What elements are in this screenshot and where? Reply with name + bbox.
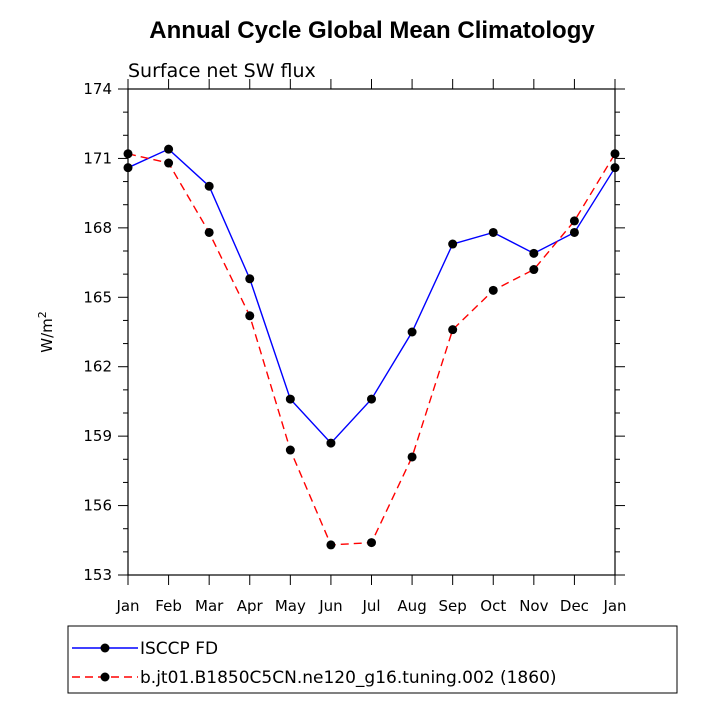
x-tick-label: Mar — [195, 597, 224, 615]
x-tick-label: Dec — [560, 597, 589, 615]
series-1-point — [204, 181, 214, 191]
chart-subtitle: Surface net SW flux — [128, 60, 316, 82]
series-2-point — [326, 540, 336, 550]
series-1-point — [326, 438, 336, 448]
y-axis-label: W/m2 — [36, 311, 56, 353]
y-tick-label: 174 — [83, 80, 112, 98]
x-tick-label: Jun — [318, 597, 342, 615]
series-2-point — [367, 538, 376, 548]
series-2-point — [407, 452, 417, 462]
series-2-point — [569, 216, 579, 226]
series-1-point — [123, 163, 133, 173]
series-1-point — [407, 327, 417, 337]
chart-title: Annual Cycle Global Mean Climatology — [149, 17, 595, 44]
y-tick-label: 168 — [83, 219, 112, 237]
y-tick-label: 159 — [83, 427, 112, 445]
series-2-point — [164, 158, 174, 168]
series-2-point — [245, 311, 255, 321]
series-2-point — [204, 227, 214, 237]
x-tick-label: Feb — [155, 597, 182, 615]
series-2-point — [529, 265, 539, 275]
plot-area: 153 156 159 162 165 168 171 174 Jan Feb Mar Apr May J… — [83, 79, 627, 615]
y-tick-label: 153 — [83, 566, 112, 584]
y-tick-label: 171 — [83, 149, 112, 167]
series-1-point — [367, 394, 376, 404]
series-1-point — [245, 274, 255, 284]
legend: ISCCP FD b.jt01.B1850C5CN.ne120_g16.tunin… — [67, 625, 678, 694]
series-2-point — [123, 149, 133, 159]
series-1-point — [285, 394, 295, 404]
legend-label-1: ISCCP FD — [140, 639, 218, 659]
x-tick-label: Apr — [237, 597, 264, 615]
legend-label-2: b.jt01.B1850C5CN.ne120_g16.tuning.002 (1… — [140, 668, 557, 688]
legend-marker-2 — [100, 672, 110, 682]
legend-marker-1 — [100, 643, 110, 653]
series-1-point — [529, 248, 539, 258]
series-2-point — [488, 285, 498, 295]
legend-box — [67, 625, 678, 694]
plot-frame — [127, 88, 616, 576]
y-tick-label: 162 — [83, 358, 112, 376]
x-tick-label: Nov — [519, 597, 548, 615]
y-tick-label: 165 — [83, 288, 112, 306]
series-2-point — [448, 325, 458, 335]
series-1-point — [448, 239, 458, 249]
y-tick-label: 156 — [83, 497, 112, 515]
series-2-point — [610, 149, 620, 159]
x-tick-label: Jul — [361, 597, 380, 615]
y-axis-label-text: W/m — [38, 318, 56, 353]
x-tick-label: Oct — [480, 597, 506, 615]
series-1-point — [488, 227, 498, 237]
x-tick-label: Aug — [397, 597, 426, 615]
series-1-point — [164, 144, 174, 154]
series-line-2 — [127, 153, 616, 546]
y-axis-label-superscript: 2 — [36, 311, 49, 318]
series-2-point — [285, 445, 295, 455]
x-tick-label: Sep — [439, 597, 467, 615]
series-1-point — [569, 227, 579, 237]
x-tick-label: May — [275, 597, 306, 615]
series-1-point — [610, 163, 620, 173]
x-tick-label: Jan — [115, 597, 139, 615]
x-tick-label: Jan — [602, 597, 626, 615]
